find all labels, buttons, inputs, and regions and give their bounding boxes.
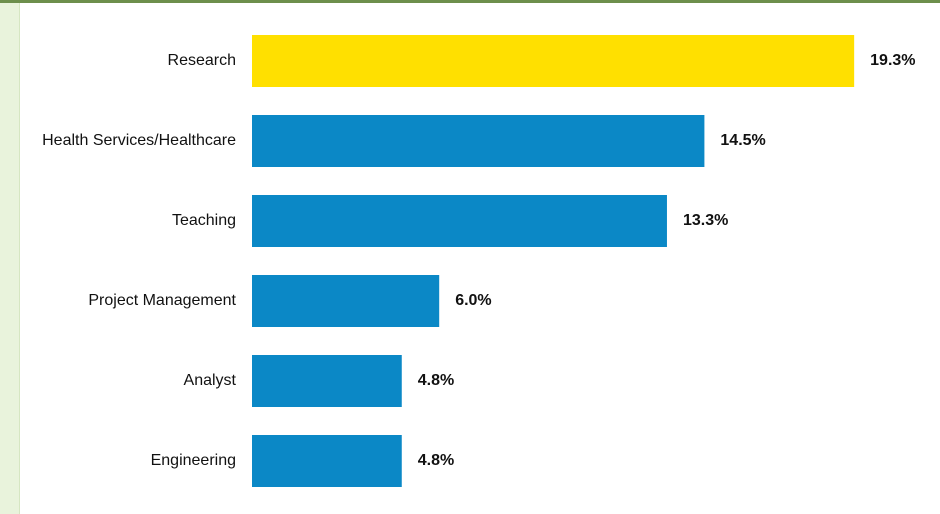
value-label-1: 14.5%	[720, 132, 765, 149]
category-label-4: Analyst	[184, 372, 237, 389]
value-label-0: 19.3%	[870, 52, 915, 69]
frame-left-stripe	[0, 0, 20, 514]
bar-4	[252, 355, 402, 407]
frame-top-rule	[0, 0, 940, 3]
bar-1	[252, 115, 705, 167]
value-label-4: 4.8%	[418, 372, 454, 389]
category-label-5: Engineering	[151, 452, 236, 469]
bar-3	[252, 275, 440, 327]
bar-0	[252, 35, 855, 87]
category-label-3: Project Management	[88, 292, 236, 309]
bar-5	[252, 435, 402, 487]
value-label-5: 4.8%	[418, 452, 454, 469]
category-label-0: Research	[168, 52, 236, 69]
category-label-2: Teaching	[172, 212, 236, 229]
value-label-3: 6.0%	[455, 292, 491, 309]
bar-2	[252, 195, 667, 247]
value-label-2: 13.3%	[683, 212, 728, 229]
category-label-1: Health Services/Healthcare	[42, 132, 236, 149]
